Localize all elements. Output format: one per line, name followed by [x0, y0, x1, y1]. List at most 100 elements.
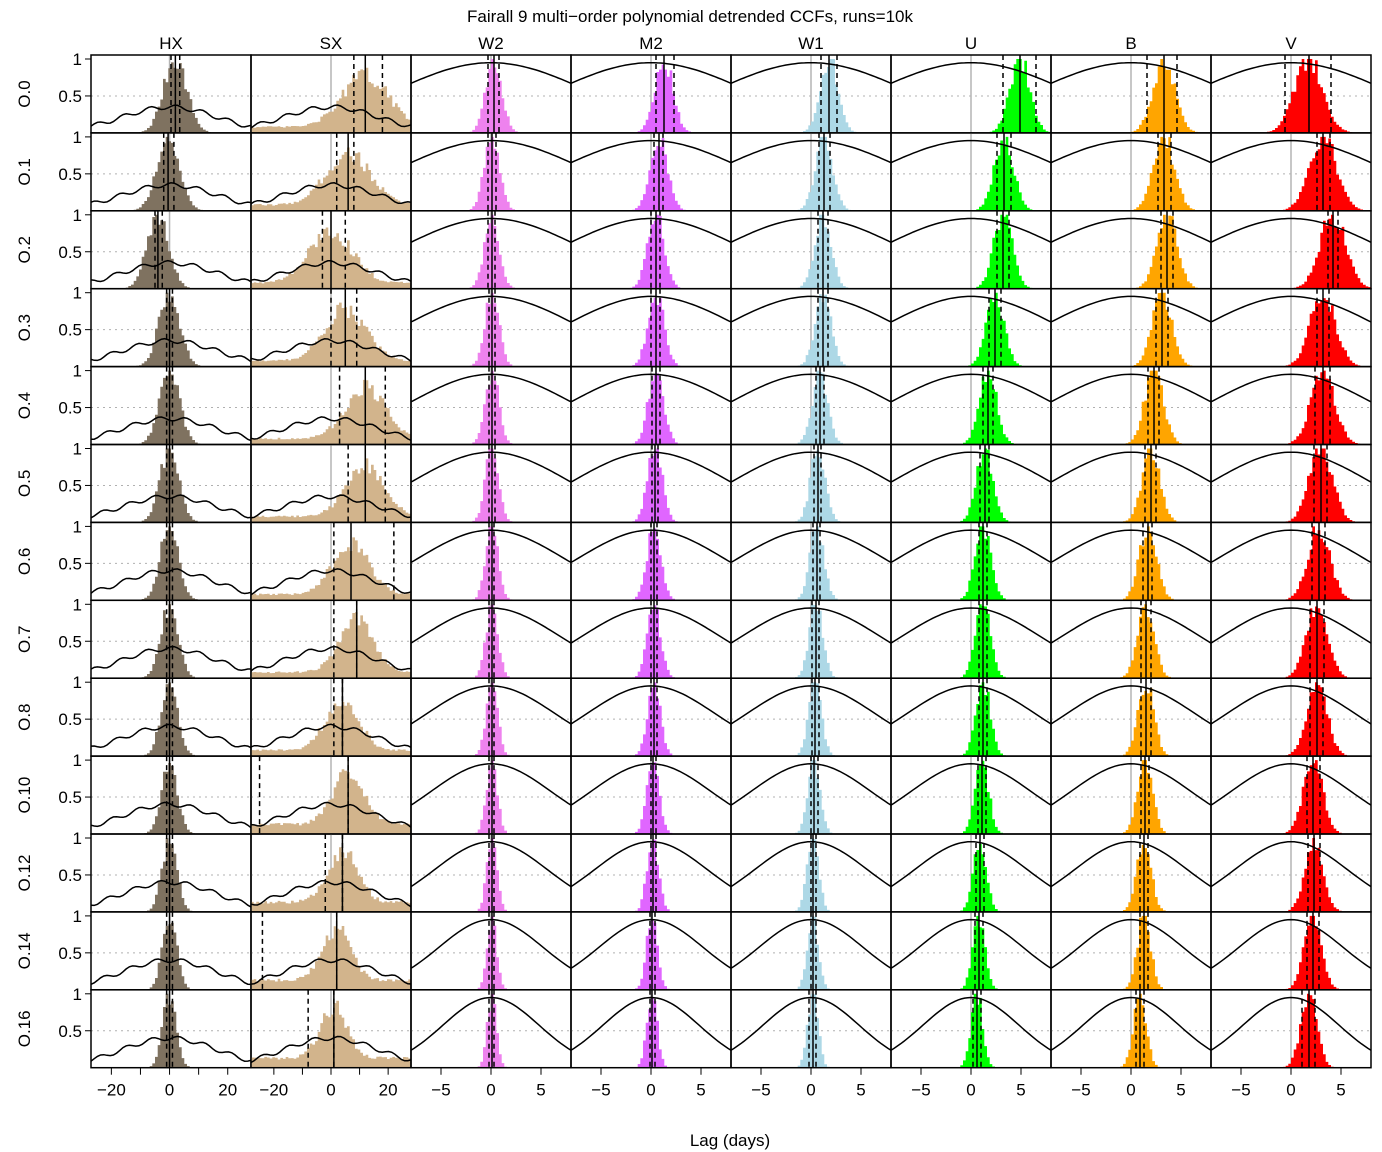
- ccf-curve: [1210, 840, 1372, 888]
- lag-histogram: [251, 537, 411, 601]
- panel-sx-o-6: [250, 521, 412, 602]
- lag-histogram: [147, 922, 190, 990]
- panel-sx-o-7: [250, 599, 412, 679]
- ccf-curve: [1210, 217, 1372, 243]
- panel-v-o-7: [1210, 599, 1372, 679]
- lag-histogram: [251, 1000, 411, 1068]
- row-label: O.10: [15, 777, 34, 814]
- ccf-curve: [890, 685, 1052, 725]
- ccf-curve: [570, 451, 732, 483]
- panel-w2-o-8: [410, 677, 572, 757]
- y-tick-label: 1: [73, 128, 82, 147]
- y-tick-label: 1: [73, 284, 82, 303]
- panel-w2-o-2: [410, 210, 572, 290]
- panel-v-o-6: [1210, 521, 1372, 602]
- ccf-curve: [1210, 607, 1372, 644]
- panel-w1-o-16: [730, 989, 892, 1069]
- panel-hx-o-7: [90, 599, 252, 679]
- ccf-curve: [1050, 918, 1212, 969]
- lag-histogram: [251, 379, 411, 445]
- panel-sx-o-8: [250, 677, 412, 757]
- panel-w1-o-4: [730, 365, 892, 446]
- x-tick-label: −20: [97, 1081, 126, 1100]
- ccf-curve: [890, 918, 1052, 969]
- ccf-curve: [730, 61, 892, 84]
- ccf-curve: [250, 568, 412, 596]
- ccf-curve: [1050, 373, 1212, 403]
- ccf-curve: [570, 607, 732, 644]
- row-label: O.3: [15, 314, 34, 341]
- lag-histogram: [251, 612, 411, 679]
- panel-v-o-12: [1210, 833, 1372, 913]
- ccf-curve: [570, 61, 732, 84]
- panel-w1-o-0: [730, 54, 892, 134]
- ccf-curve: [570, 918, 732, 969]
- ccf-curve: [250, 104, 412, 129]
- y-tick-label: 0.5: [58, 554, 82, 573]
- ccf-curve: [90, 494, 252, 519]
- column-label: HX: [159, 34, 183, 53]
- ccf-curve: [90, 801, 252, 829]
- ccf-curve: [890, 996, 1052, 1051]
- panel-v-o-16: [1210, 989, 1372, 1069]
- x-tick-label: −5: [911, 1081, 930, 1100]
- ccf-curve: [570, 529, 732, 564]
- lag-histogram: [1131, 136, 1195, 211]
- panel-hx-o-4: [90, 365, 252, 446]
- lag-histogram: [629, 214, 681, 289]
- x-tick-label: −5: [1231, 1081, 1250, 1100]
- panel-m2-o-3: [570, 287, 732, 368]
- panel-hx-o-10: [90, 755, 252, 835]
- panel-m2-o-1: [570, 132, 732, 212]
- ccf-curve: [90, 416, 252, 442]
- panel-v-o-8: [1210, 677, 1372, 757]
- ccf-curve: [250, 1035, 412, 1064]
- panel-u-o-2: [890, 210, 1052, 290]
- row-label: O.1: [15, 158, 34, 185]
- panel-sx-o-4: [250, 365, 412, 446]
- row-label: O.12: [15, 855, 34, 892]
- panel-w2-o-4: [410, 365, 572, 446]
- panel-u-o-5: [890, 443, 1052, 524]
- y-tick-label: 1: [73, 595, 82, 614]
- panel-sx-o-12: [250, 833, 412, 913]
- lag-histogram: [251, 67, 411, 133]
- panel-b-o-6: [1050, 521, 1212, 602]
- panel-v-o-4: [1210, 365, 1372, 446]
- panel-hx-o-14: [90, 911, 252, 991]
- x-tick-label: 0: [486, 1081, 495, 1100]
- ccf-curve: [250, 723, 412, 748]
- column-label: SX: [320, 34, 343, 53]
- ccf-curve: [730, 373, 892, 403]
- panel-b-o-16: [1050, 989, 1212, 1069]
- x-axis-label: Lag (days): [690, 1131, 770, 1150]
- panel-u-o-6: [890, 521, 1052, 602]
- y-tick-label: 1: [73, 517, 82, 536]
- row-label: O.2: [15, 236, 34, 263]
- panel-sx-o-2: [250, 210, 412, 290]
- ccf-curve: [250, 416, 412, 441]
- ccf-curve: [410, 529, 572, 564]
- panel-grid: 0.5 1 O.0 0.5 1 O.1 0.5 1 O.2 0.5 1 O.3 0.5 1 O.4 0.5 1 O…: [15, 34, 1372, 1100]
- ccf-curve: [1210, 918, 1372, 969]
- x-tick-label: −5: [1071, 1081, 1090, 1100]
- x-tick-label: 20: [218, 1081, 237, 1100]
- ccf-curve: [890, 61, 1052, 84]
- y-tick-label: 0.5: [58, 321, 82, 340]
- lag-histogram: [1123, 688, 1171, 757]
- panel-hx-o-0: [90, 54, 252, 134]
- panel-sx-o-5: [250, 443, 412, 524]
- x-tick-label: 0: [326, 1081, 335, 1100]
- panel-w1-o-2: [730, 210, 892, 290]
- x-tick-label: −5: [591, 1081, 610, 1100]
- lag-histogram: [251, 847, 411, 912]
- panel-m2-o-12: [570, 833, 732, 913]
- lag-histogram: [251, 458, 411, 523]
- panel-u-o-10: [890, 755, 1052, 835]
- ccf-curve: [90, 879, 252, 908]
- panel-m2-o-4: [570, 365, 732, 446]
- panel-w2-o-14: [410, 911, 572, 991]
- ccf-curve: [1050, 295, 1212, 323]
- panel-v-o-5: [1210, 443, 1372, 524]
